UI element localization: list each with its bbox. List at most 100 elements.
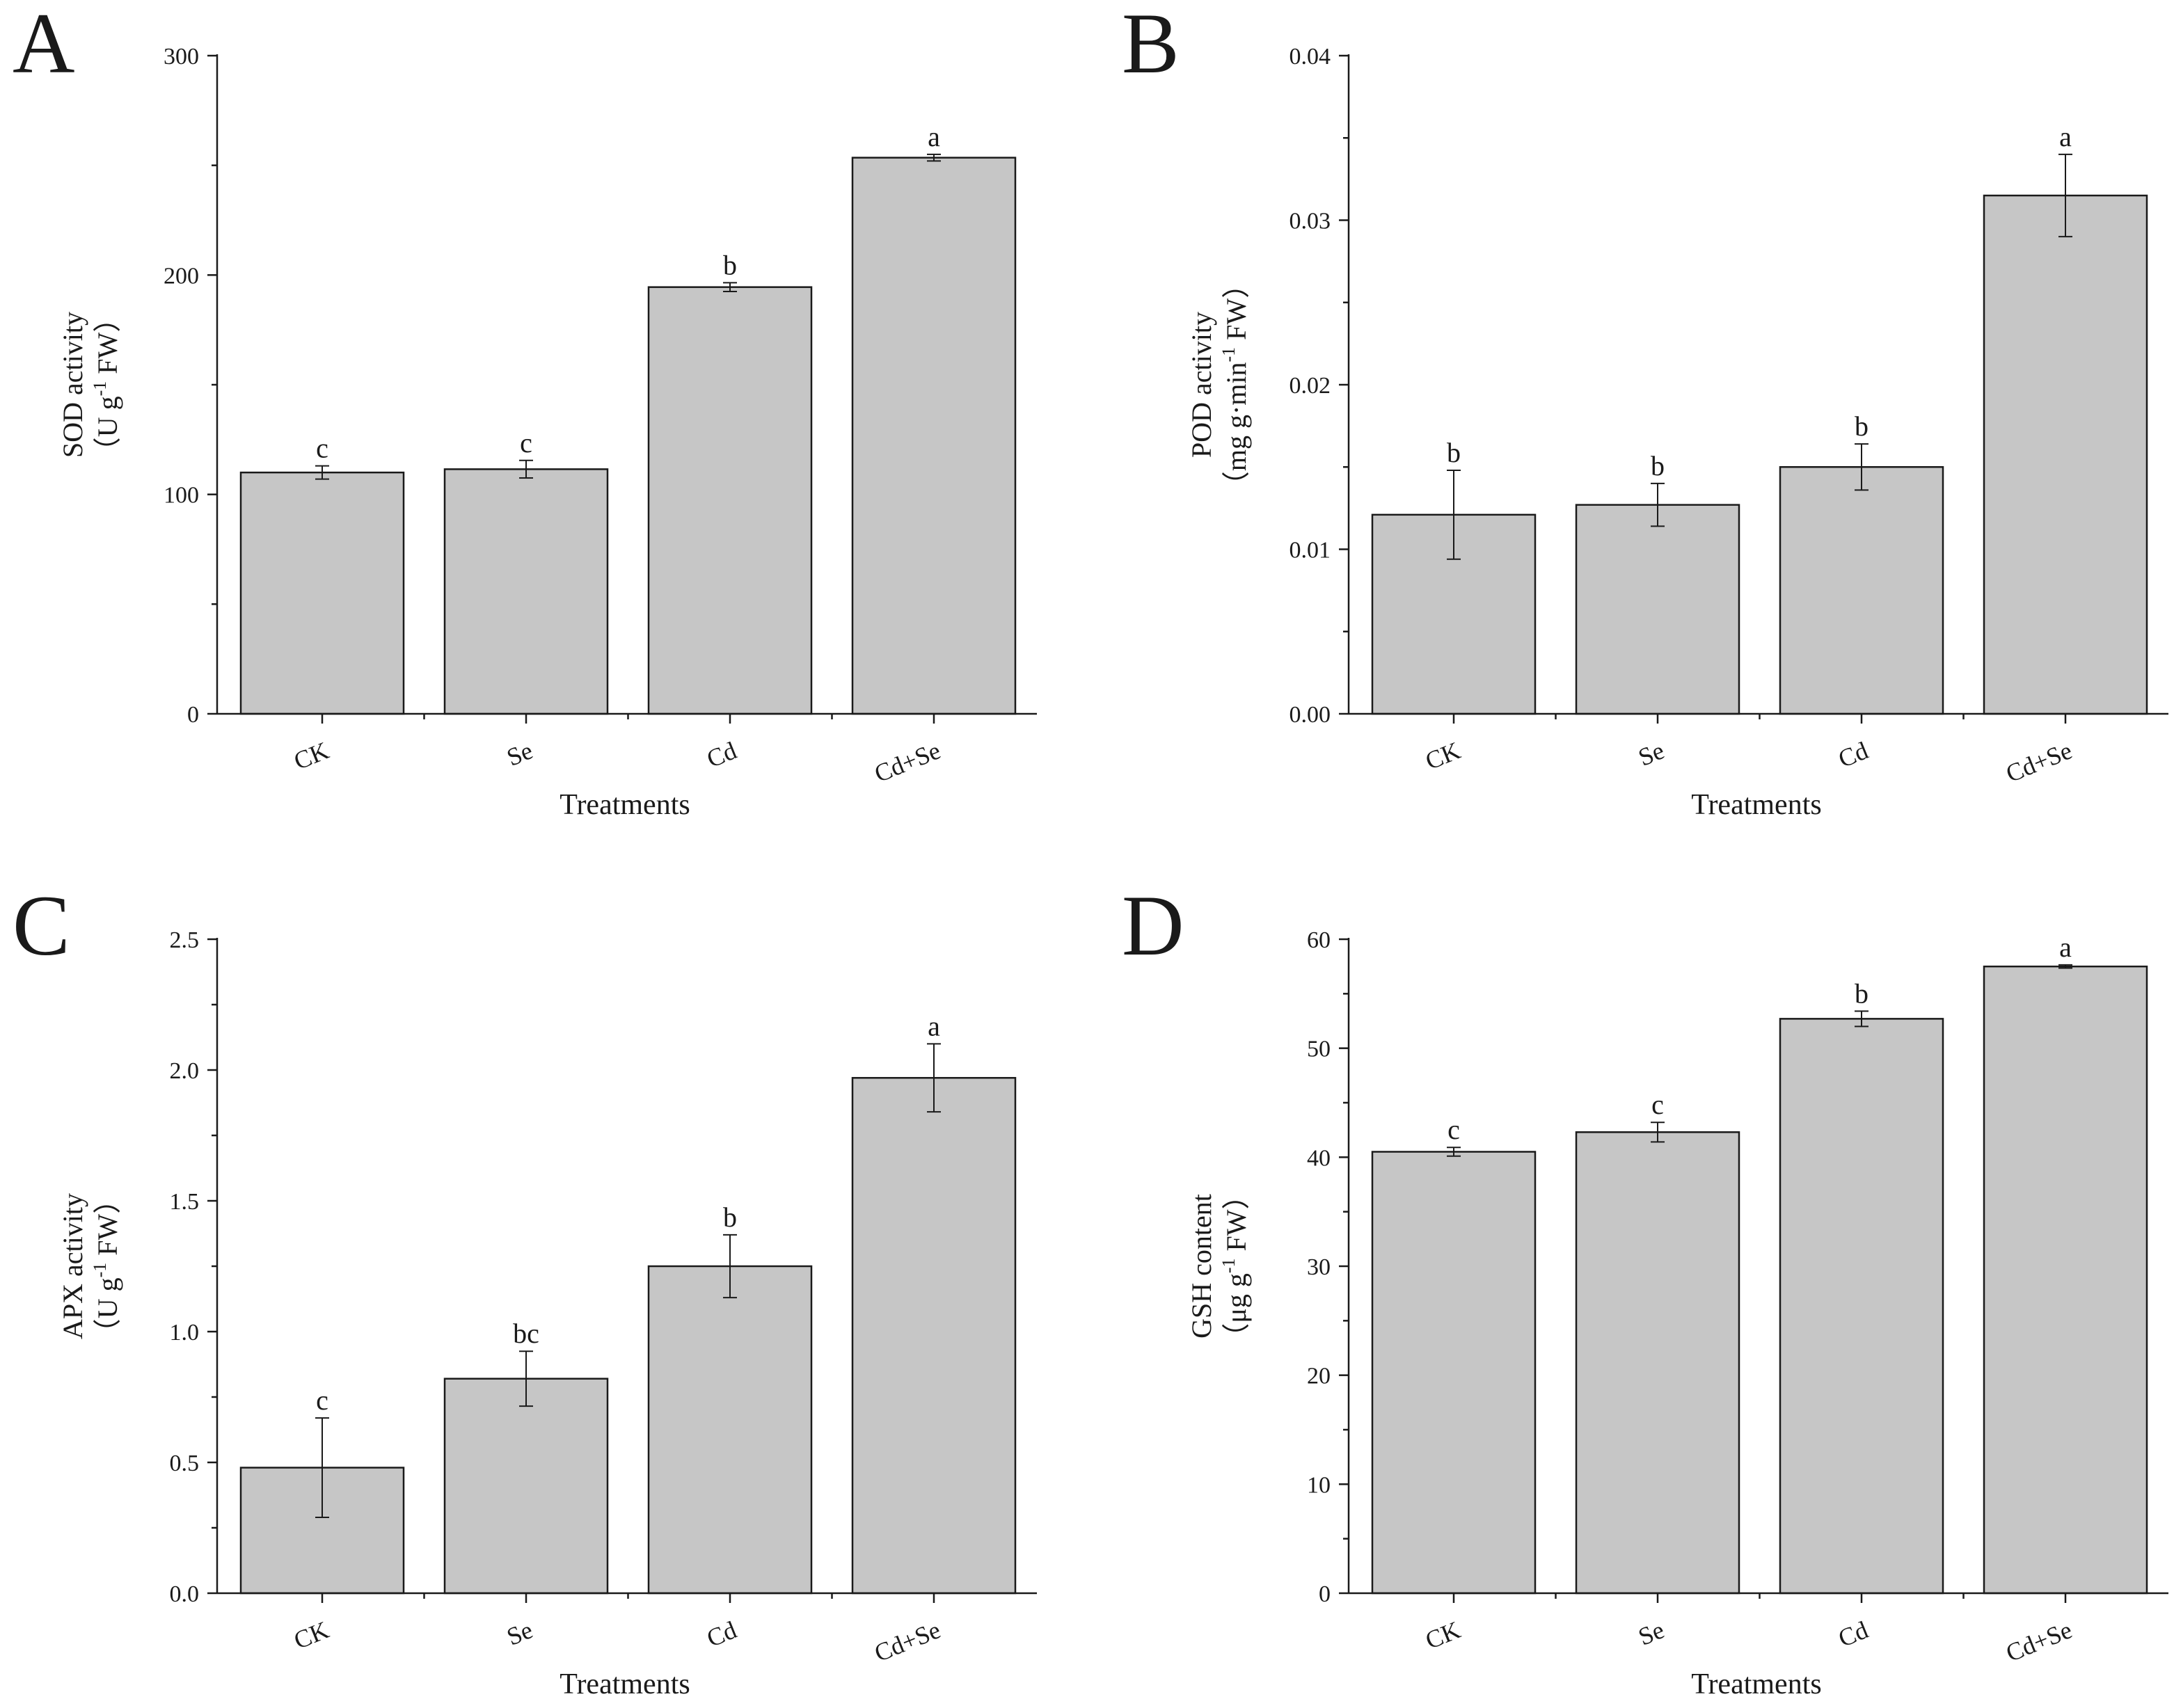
y-axis-title: SOD activity （U g-1 FW）: [57, 305, 123, 465]
y-axis-title-unit-end: FW）: [1221, 1181, 1252, 1258]
bar-se: [443, 468, 609, 715]
y-tick-label: 0: [187, 702, 199, 728]
y-axis-title-line1: POD activity: [1186, 312, 1217, 458]
x-axis-title: Treatments: [1691, 789, 1821, 821]
y-axis-title-unit: （U g: [92, 396, 123, 465]
bar-cd: [647, 1265, 813, 1595]
x-tick-label: Cd: [703, 736, 740, 773]
y-tick-label: 0.5: [170, 1451, 200, 1476]
x-tick-label: CK: [290, 736, 333, 775]
y-axis-title-unit: （μg g: [1221, 1273, 1252, 1350]
y-tick-label: 0: [1319, 1581, 1331, 1607]
y-axis-title-unit-end: FW）: [92, 1186, 123, 1263]
y-tick-label: 50: [1307, 1037, 1331, 1062]
y-tick-label: 1.5: [170, 1189, 200, 1215]
significance-label: c: [316, 1384, 328, 1416]
significance-label: a: [928, 121, 940, 152]
y-axis-title-unit-end: FW）: [92, 305, 123, 381]
significance-label: c: [1447, 1114, 1460, 1145]
panel-b: Bb b b a 0.00 0.01 0.02 0.03 0.04 CK Se Cd Cd+Se Trea…: [1122, 0, 2168, 821]
x-tick-label: Se: [1635, 1615, 1668, 1651]
x-tick-label: Se: [1635, 736, 1668, 772]
significance-label: c: [1651, 1089, 1664, 1120]
y-tick-label: 0.02: [1290, 373, 1331, 399]
significance-label: b: [1651, 450, 1665, 481]
significance-label: b: [723, 249, 737, 280]
x-tick-label: Se: [503, 1615, 537, 1651]
y-axis-title-exponent: -1: [90, 1263, 110, 1278]
y-tick-label: 40: [1307, 1145, 1331, 1171]
bar-cd: [1779, 1018, 1944, 1595]
y-tick-label: 20: [1307, 1364, 1331, 1389]
panel-letter: D: [1122, 878, 1184, 973]
x-tick-label: CK: [1422, 1615, 1464, 1654]
significance-label: a: [2059, 932, 2072, 963]
bar-se: [1575, 504, 1740, 715]
x-tick-label: Cd+Se: [871, 736, 944, 788]
bar-cd-plus-se: [851, 157, 1017, 715]
x-axis-title: Treatments: [560, 1668, 690, 1700]
significance-label: a: [928, 1010, 940, 1041]
significance-label: bc: [513, 1318, 539, 1349]
panel-c: Cc bc b a 0.0 0.5 1.0 1.5 2.0 2.5 CK Se Cd Cd+Se Treat…: [13, 878, 1037, 1700]
significance-label: c: [316, 433, 328, 464]
y-axis-title-line1: SOD activity: [57, 312, 88, 458]
x-tick-label: Cd: [1834, 736, 1872, 773]
y-axis-title-unit: （mg g·min: [1221, 362, 1252, 500]
bar-cd: [1779, 466, 1944, 715]
y-tick-label: 2.5: [170, 927, 200, 953]
x-axis-title: Treatments: [560, 789, 690, 821]
panel-letter: B: [1122, 0, 1180, 91]
significance-label: b: [1855, 410, 1868, 442]
y-tick-label: 30: [1307, 1254, 1331, 1280]
x-tick-label: Cd+Se: [871, 1615, 944, 1667]
bar-cd-plus-se: [1983, 194, 2148, 715]
y-tick-label: 0.03: [1290, 209, 1331, 234]
panel-letter: C: [13, 878, 70, 973]
bar-cd-plus-se: [851, 1077, 1017, 1595]
panel-letter: A: [13, 0, 75, 91]
x-axis-title: Treatments: [1691, 1668, 1821, 1700]
y-axis-title-line1: APX activity: [57, 1193, 88, 1339]
x-tick-label: Cd+Se: [2002, 1615, 2076, 1667]
y-tick-label: 1.0: [170, 1320, 200, 1346]
bar-cd: [647, 286, 813, 715]
x-tick-label: CK: [1422, 736, 1464, 775]
x-tick-label: Cd: [1834, 1615, 1872, 1652]
significance-label: c: [520, 427, 532, 458]
y-axis-title-exponent: -1: [1219, 1258, 1239, 1273]
bar-se: [443, 1378, 609, 1595]
panel-a: Ac c b a 0 100 200 300 CK Se Cd Cd+Se Treatments SOD …: [13, 0, 1037, 821]
y-axis-title-exponent: -1: [90, 381, 110, 397]
y-tick-label: 0.00: [1290, 702, 1331, 728]
y-axis-title-unit: （U g: [92, 1277, 123, 1346]
x-tick-label: Cd+Se: [2002, 736, 2076, 788]
y-tick-label: 100: [164, 483, 199, 509]
y-tick-label: 200: [164, 263, 199, 289]
significance-label: b: [1855, 977, 1868, 1009]
x-tick-label: Se: [503, 736, 537, 772]
bar-se: [1575, 1131, 1740, 1595]
bar-ck: [1371, 1151, 1537, 1595]
y-axis-title: POD activity （mg g·min-1 FW）: [1186, 271, 1252, 499]
y-tick-label: 60: [1307, 927, 1331, 953]
significance-label: b: [723, 1202, 737, 1233]
y-tick-label: 300: [164, 44, 199, 70]
panel-d: Dc c b a 0 10 20 30 40 50 60 CK Se Cd Cd+Se Treatments G…: [1122, 878, 2168, 1700]
y-axis-title: GSH content （μg g-1 FW）: [1186, 1181, 1252, 1350]
significance-label: a: [2059, 121, 2072, 152]
y-axis-title-unit-end: FW）: [1221, 271, 1252, 347]
y-tick-label: 0.04: [1290, 44, 1331, 70]
y-tick-label: 10: [1307, 1472, 1331, 1498]
y-axis-title: APX activity （U g-1 FW）: [57, 1186, 123, 1347]
x-tick-label: Cd: [703, 1615, 740, 1652]
y-tick-label: 0.0: [170, 1581, 200, 1607]
y-axis-title-exponent: -1: [1219, 347, 1239, 362]
significance-label: b: [1447, 437, 1461, 468]
bar-cd-plus-se: [1983, 965, 2148, 1595]
y-axis-title-line1: GSH content: [1186, 1194, 1217, 1339]
y-tick-label: 2.0: [170, 1058, 200, 1084]
bar-ck: [239, 471, 405, 715]
x-tick-label: CK: [290, 1615, 333, 1654]
